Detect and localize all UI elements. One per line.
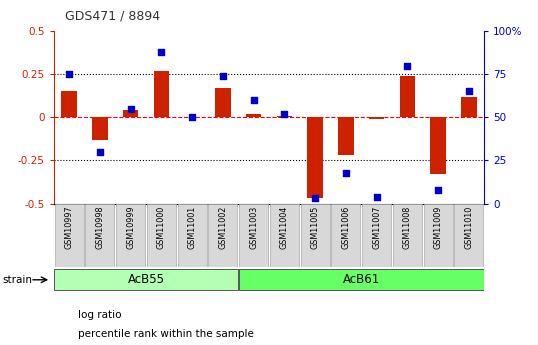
Bar <box>54 269 238 290</box>
Bar <box>369 117 384 119</box>
Bar <box>215 88 231 117</box>
Bar <box>246 114 261 117</box>
Bar <box>239 204 268 267</box>
Bar <box>61 91 77 117</box>
Text: percentile rank within the sample: percentile rank within the sample <box>78 329 254 339</box>
Text: GSM10999: GSM10999 <box>126 206 135 249</box>
Text: GSM11007: GSM11007 <box>372 206 381 249</box>
Text: GSM11003: GSM11003 <box>249 206 258 249</box>
Point <box>157 49 166 55</box>
Point <box>372 194 381 199</box>
Text: strain: strain <box>3 275 33 285</box>
Point <box>434 187 442 193</box>
Bar <box>86 204 115 267</box>
Bar <box>92 117 108 140</box>
Bar <box>239 269 484 290</box>
Text: GSM11005: GSM11005 <box>310 206 320 249</box>
Point <box>126 106 135 111</box>
Bar <box>307 117 323 198</box>
Bar <box>270 204 299 267</box>
Bar <box>208 204 237 267</box>
Text: GDS471 / 8894: GDS471 / 8894 <box>65 9 160 22</box>
Text: AcB55: AcB55 <box>128 273 165 286</box>
Text: GSM11001: GSM11001 <box>188 206 197 249</box>
Bar <box>423 204 452 267</box>
Bar <box>277 116 292 117</box>
Text: GSM11010: GSM11010 <box>464 206 473 249</box>
Point <box>342 170 350 175</box>
Point <box>218 73 227 79</box>
Point <box>188 115 196 120</box>
Text: GSM11002: GSM11002 <box>218 206 228 249</box>
Bar <box>123 110 138 117</box>
Bar <box>147 204 176 267</box>
Bar <box>400 76 415 117</box>
Bar <box>301 204 330 267</box>
Bar <box>55 204 83 267</box>
Bar <box>331 204 360 267</box>
Text: GSM11009: GSM11009 <box>434 206 443 249</box>
Point <box>280 111 289 117</box>
Point <box>403 63 412 68</box>
Bar <box>154 71 169 117</box>
Point <box>96 149 104 155</box>
Text: GSM11000: GSM11000 <box>157 206 166 249</box>
Bar <box>455 204 483 267</box>
Text: GSM10997: GSM10997 <box>65 206 74 249</box>
Text: GSM11004: GSM11004 <box>280 206 289 249</box>
Bar <box>178 204 207 267</box>
Point <box>65 71 74 77</box>
Point <box>311 196 320 201</box>
Bar <box>393 204 422 267</box>
Text: GSM11006: GSM11006 <box>341 206 350 249</box>
Text: GSM10998: GSM10998 <box>95 206 104 249</box>
Bar <box>461 97 477 117</box>
Text: log ratio: log ratio <box>78 310 122 320</box>
Text: AcB61: AcB61 <box>343 273 380 286</box>
Bar <box>116 204 145 267</box>
Bar <box>362 204 391 267</box>
Bar <box>430 117 446 174</box>
Point <box>249 97 258 103</box>
Text: GSM11008: GSM11008 <box>403 206 412 249</box>
Bar <box>338 117 353 155</box>
Point <box>464 89 473 94</box>
